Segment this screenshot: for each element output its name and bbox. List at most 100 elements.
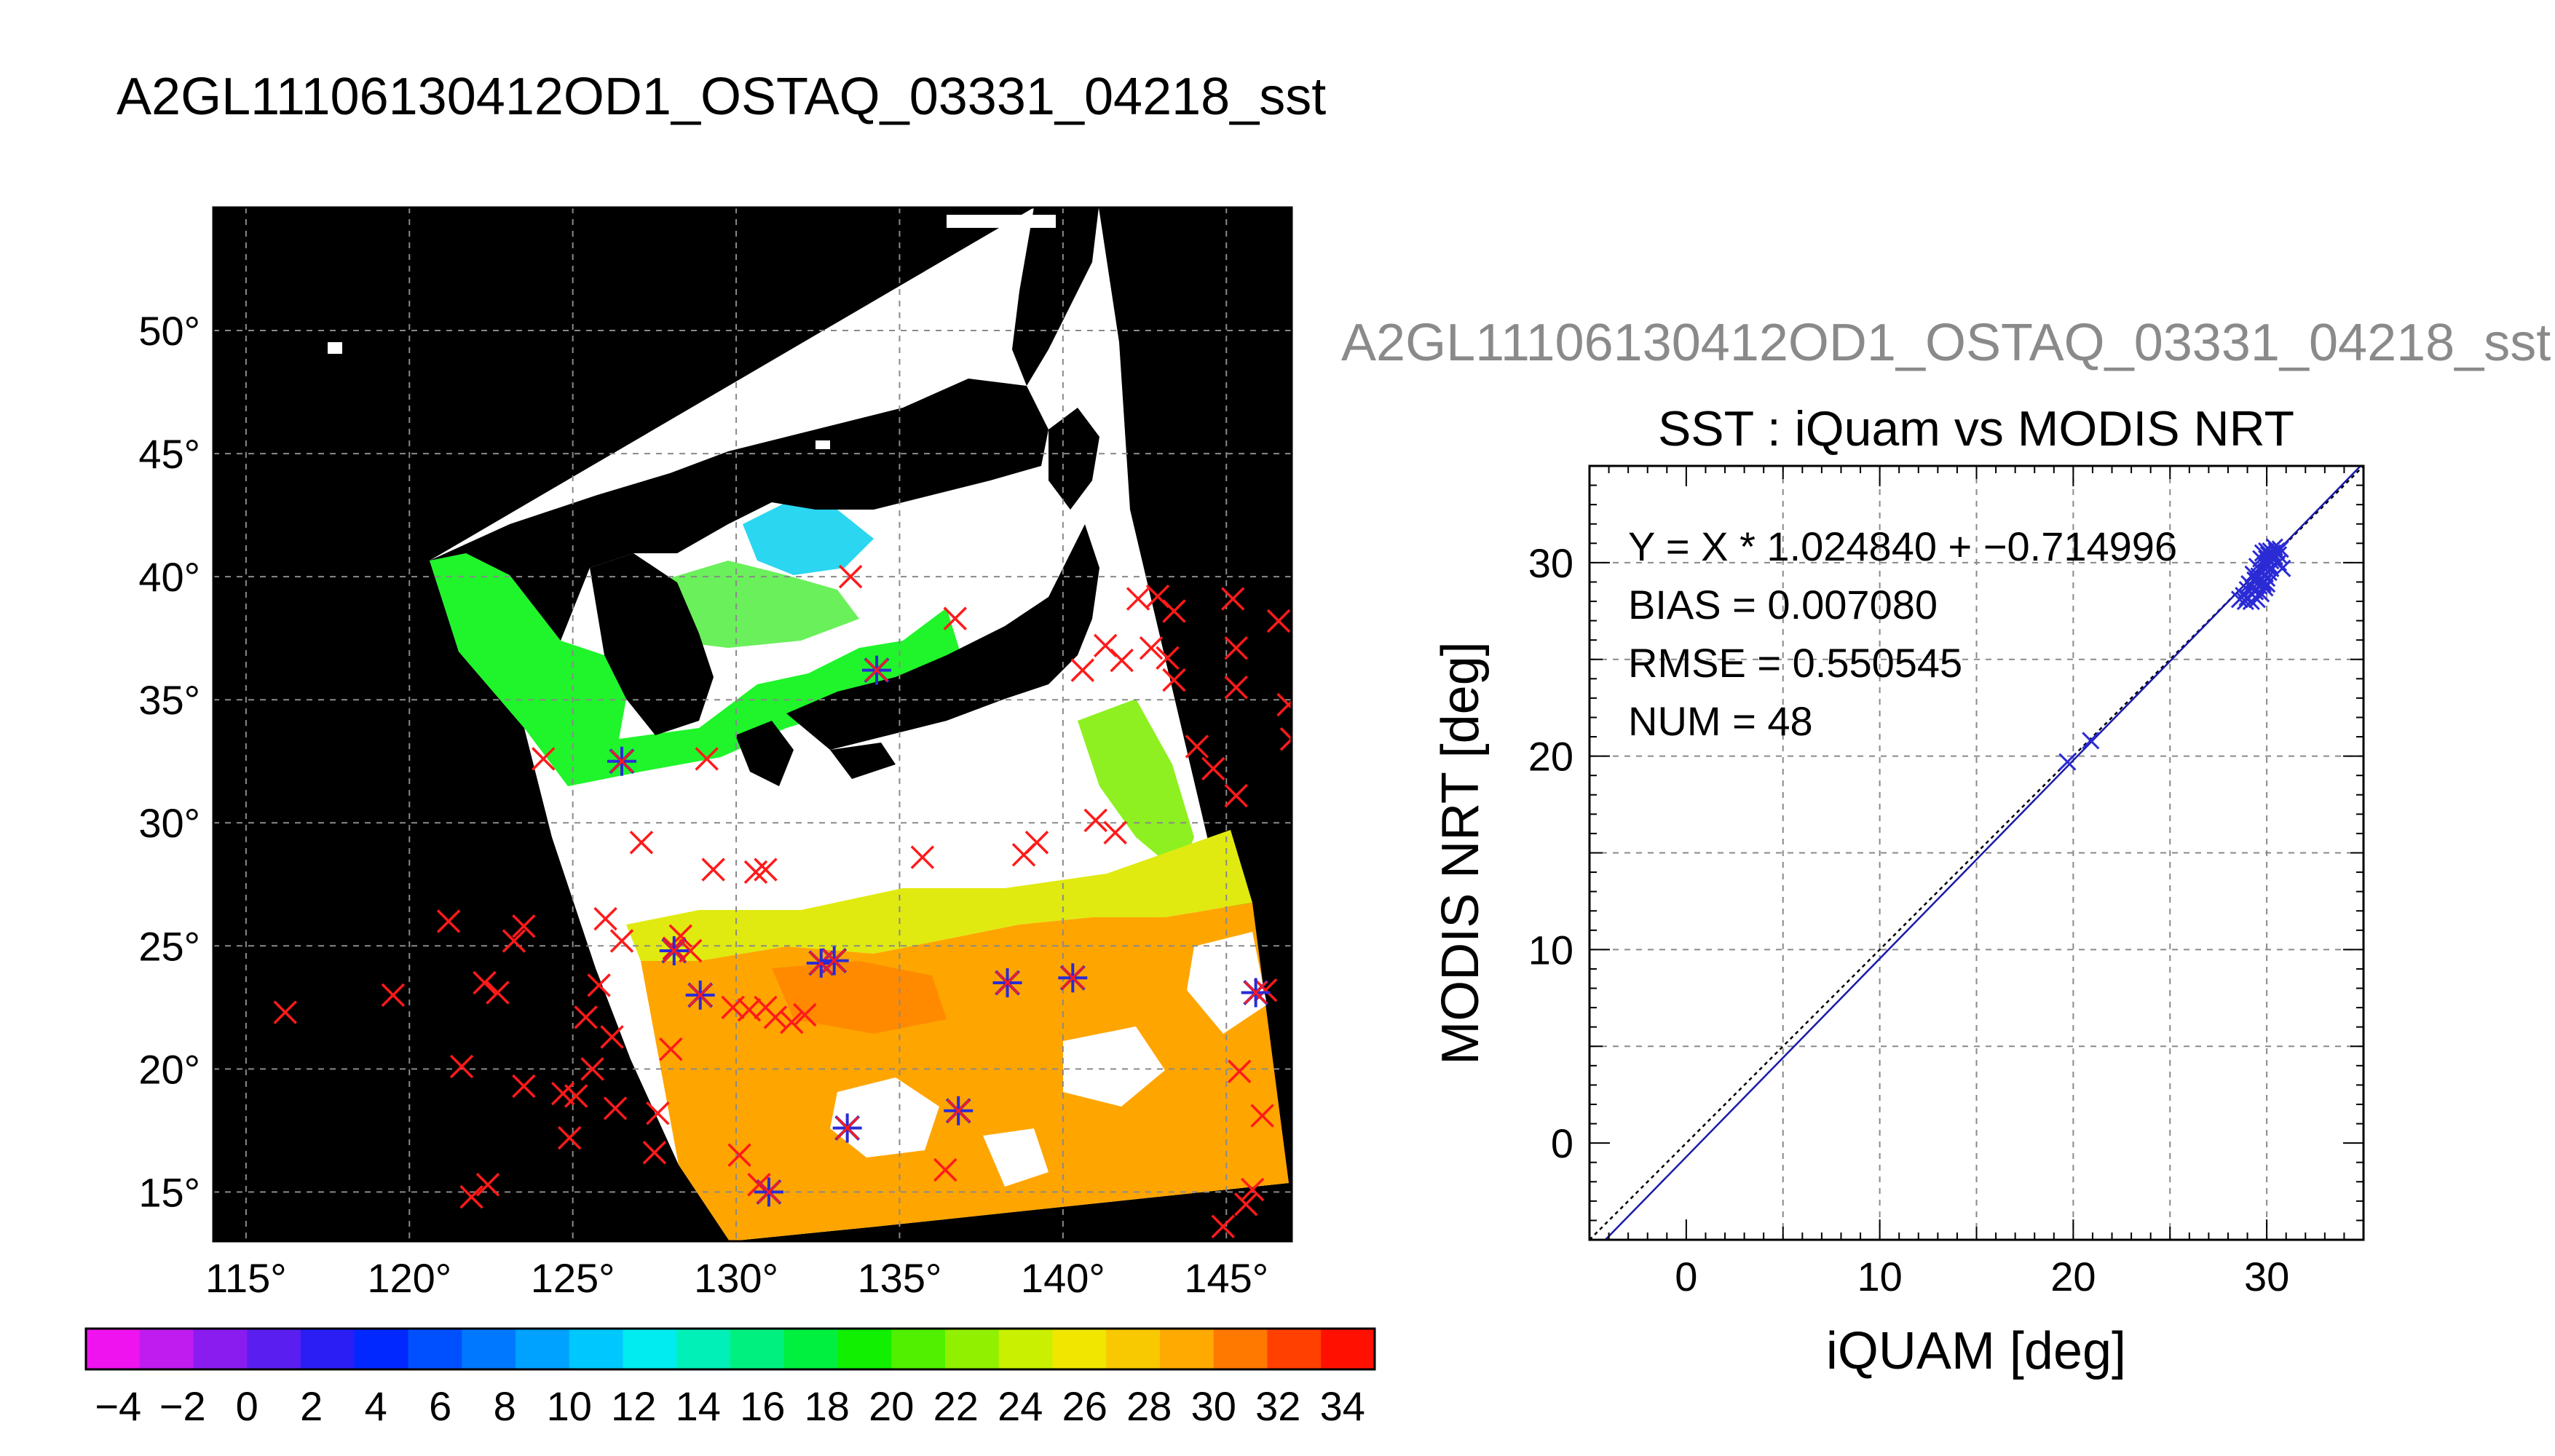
colorbar-swatch (86, 1329, 141, 1369)
marker-stroke (1266, 609, 1291, 633)
marker-stroke (557, 1125, 582, 1150)
iquam-only-marker (1224, 676, 1248, 700)
colorbar-swatch (1052, 1329, 1107, 1369)
colorbar-tick-label: 26 (1062, 1383, 1107, 1429)
colorbar-tick-label: 2 (300, 1383, 323, 1429)
marker-stroke (933, 1158, 957, 1182)
marker-stroke (743, 860, 768, 885)
scatter-y-tick-label: 10 (1528, 927, 1573, 973)
iquam-only-marker (1162, 599, 1186, 623)
iquam-only-marker (1253, 978, 1278, 1002)
map-lon-tick-label: 135° (858, 1255, 942, 1301)
iquam-only-marker (1103, 820, 1127, 844)
marker-stroke (449, 1054, 474, 1079)
iquam-only-marker (629, 831, 654, 855)
colorbar-swatch (1321, 1329, 1375, 1369)
page-title: A2GL11106130412OD1_OSTAQ_03331_04218_sst (117, 68, 1327, 126)
map-lat-tick-label: 25° (138, 923, 200, 969)
iquam-only-marker (603, 1096, 628, 1120)
sea-green-region (430, 553, 961, 786)
matchup-marker-red-overlay (757, 1180, 781, 1204)
iquam-only-marker (659, 1037, 683, 1061)
marker-stroke (1224, 676, 1248, 700)
marker-stroke (512, 914, 536, 938)
iquam-only-marker (564, 1084, 588, 1108)
marker-stroke (757, 1180, 781, 1204)
matchup-marker-red-overlay (1244, 981, 1268, 1005)
scatter-point (2254, 575, 2272, 593)
iquam-only-marker (600, 1025, 624, 1049)
map-lon-tick-label: 115° (205, 1255, 287, 1301)
iquam-only-marker (1083, 808, 1107, 833)
scatter-y-tick-label: 0 (1551, 1120, 1573, 1166)
land-kyushu (735, 721, 794, 786)
iquam-only-marker (793, 1002, 817, 1027)
marker-stroke (2254, 575, 2272, 593)
marker-stroke (1240, 1177, 1265, 1202)
iquam-only-marker (436, 909, 461, 933)
scatter-ylabel: MODIS NRT [deg] (1431, 641, 1490, 1065)
sst-map: 115° 120° 125° 130° 135° 140° 145° 50° 45° 40° 35°… (138, 206, 1293, 1301)
iquam-only-marker (1224, 783, 1248, 808)
colorbar-swatch (676, 1329, 731, 1369)
iquam-only-marker (580, 1057, 604, 1081)
colorbar-swatch (139, 1329, 194, 1369)
colorbar-swatch (730, 1329, 785, 1369)
map-lat-tick-label: 30° (138, 800, 200, 846)
marker-stroke (473, 970, 497, 995)
scatter-y-tick-label: 30 (1528, 540, 1573, 586)
scatter-point (2082, 732, 2100, 750)
iquam-only-marker (1139, 636, 1164, 660)
marker-stroke (550, 1081, 575, 1106)
marker-stroke (486, 981, 510, 1005)
sea-darkorange-patch (772, 961, 947, 1034)
colorbar-tick-label: 30 (1191, 1383, 1236, 1429)
marker-stroke (1103, 820, 1127, 844)
colorbar-tick-label: 8 (494, 1383, 516, 1429)
matchup-marker-red-overlay (995, 970, 1019, 995)
iquam-only-marker (1220, 587, 1245, 611)
iquam-only-marker (473, 970, 497, 995)
matchup-marker-red-overlay (864, 658, 889, 682)
matchup-marker-red-overlay (835, 1116, 859, 1140)
iquam-only-marker (642, 1141, 667, 1165)
colorbar-swatch (247, 1329, 301, 1369)
iquam-only-marker (512, 914, 536, 938)
iquam-only-marker (1156, 646, 1180, 670)
marker-stroke (1279, 727, 1292, 741)
colorbar-tick-label: 20 (869, 1383, 914, 1429)
sea-yellow-region (626, 830, 1252, 961)
map-lat-tick-label: 20° (138, 1046, 200, 1092)
marker-stroke (1211, 1214, 1235, 1238)
land-japan-honshu (786, 524, 1099, 750)
marker-stroke (763, 1005, 788, 1029)
cloud-patch-3 (1187, 932, 1267, 1034)
iquam-only-marker (933, 1158, 957, 1182)
colorbar-swatch (516, 1329, 570, 1369)
marker-stroke (838, 564, 863, 589)
stats-num: NUM = 48 (1628, 698, 1813, 744)
colorbar-tick-label: 16 (740, 1383, 785, 1429)
map-gridlines (213, 207, 1292, 1241)
scatter-frame (1588, 464, 2365, 1241)
marker-stroke (747, 1173, 771, 1197)
marker-stroke (1250, 1104, 1274, 1128)
map-frame (212, 206, 1293, 1243)
iquam-only-marker (838, 564, 863, 589)
sea-cyan-region (743, 502, 874, 575)
colorbar-tick-label: 4 (365, 1383, 387, 1429)
colorbar-swatch (1213, 1329, 1268, 1369)
marker-stroke (436, 909, 461, 933)
colorbar-swatch (891, 1329, 946, 1369)
marker-stroke (1156, 646, 1180, 670)
scatter-points (2058, 538, 2291, 771)
colorbar-tick-label: 28 (1126, 1383, 1172, 1429)
scatter-point (2258, 575, 2276, 593)
land-shikoku (830, 743, 896, 779)
marker-stroke (910, 845, 935, 869)
marker-stroke (1220, 587, 1245, 611)
colorbar-swatch (1267, 1329, 1322, 1369)
scatter-xlabel: iQUAM [deg] (1826, 1322, 2126, 1380)
marker-stroke (2082, 732, 2100, 750)
colorbar-labels: −4 −2 0 2 4 6 8 10 12 14 16 18 20 22 24 26 28 30 32 34 (95, 1383, 1365, 1429)
